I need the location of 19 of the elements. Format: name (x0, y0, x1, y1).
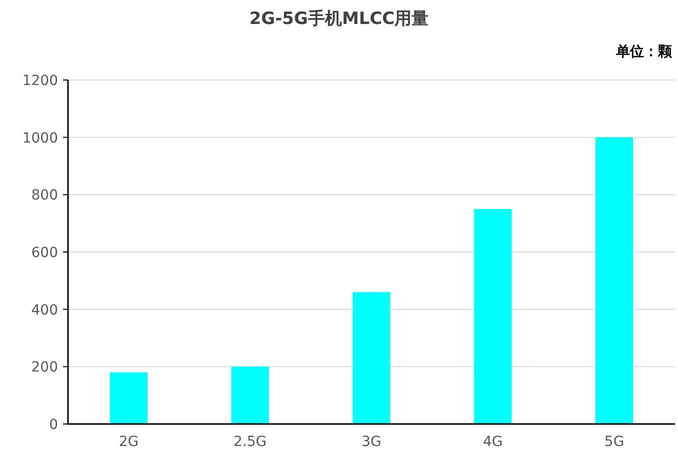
text: 单位：颗 (615, 44, 673, 60)
bar (231, 366, 269, 424)
x-tick-label: 2.5G (234, 434, 267, 450)
x-tick-label: 2G (118, 434, 139, 450)
bar (595, 137, 634, 424)
y-tick-label: 400 (31, 302, 58, 318)
y-tick-label: 0 (49, 417, 58, 433)
bar (474, 209, 512, 424)
y-tick-label: 200 (31, 360, 58, 376)
y-tick-label: 600 (31, 245, 58, 261)
bar (352, 292, 390, 424)
y-tick-label: 1200 (22, 73, 58, 89)
x-tick-label: 5G (604, 434, 624, 450)
y-tick-label: 800 (31, 188, 58, 204)
chart-title: 2G-5G手机MLCC用量 (249, 9, 429, 29)
bar (110, 372, 148, 424)
y-tick-label: 1000 (22, 130, 58, 146)
x-tick-label: 3G (362, 434, 382, 450)
x-tick-label: 4G (483, 434, 503, 450)
